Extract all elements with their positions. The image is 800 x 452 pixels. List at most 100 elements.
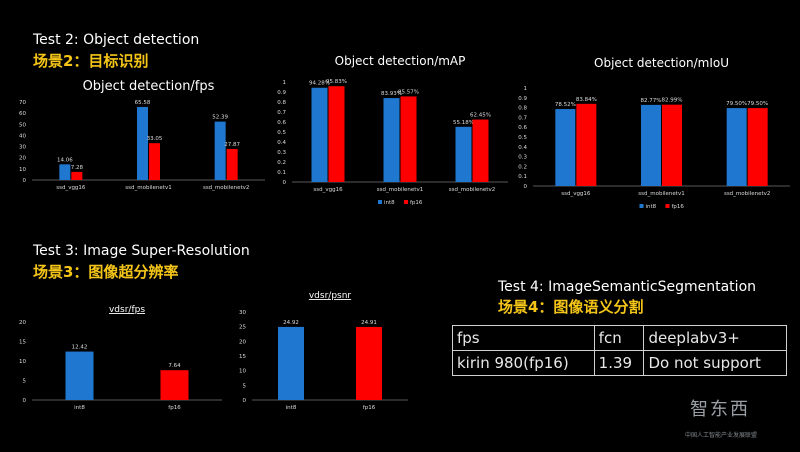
table-row: fps fcn deeplabv3+ — [452, 325, 787, 351]
chart-object-detection-fps: Object detection/fps 0 10 20 30 40 50 60 70 14.06… — [19, 79, 265, 191]
legend-label: fp16 — [672, 204, 685, 210]
data-label: 27.87 — [224, 142, 240, 148]
y-tick-label: 10 — [19, 167, 26, 173]
y-tick-label: 0.3 — [277, 150, 286, 156]
x-tick-label: ssd_vgg16 — [313, 187, 343, 193]
x-tick-label: ssd_vgg16 — [56, 185, 86, 191]
data-label: 95.83% — [326, 79, 347, 85]
y-tick-label: 20 — [239, 339, 246, 345]
data-label: 52.39 — [212, 115, 228, 121]
data-label: 83.93% — [381, 91, 402, 97]
y-tick-label: 0.9 — [277, 90, 286, 96]
legend-swatch-int8 — [378, 200, 382, 204]
legend-label: int8 — [384, 200, 395, 206]
chart-object-detection-miou: Object detection/mIoU 0 0.1 0.2 0.3 0.4 0.5 0.6… — [518, 56, 790, 210]
table-cell: fcn — [593, 325, 645, 351]
x-tick-label: ssd_vgg16 — [561, 191, 591, 197]
y-tick-label: 25 — [239, 325, 246, 331]
bar-fp16-0 — [71, 171, 83, 180]
y-tick-label: 60 — [19, 111, 26, 117]
bar-fp16-0 — [328, 86, 345, 182]
y-tick-label: 0.7 — [518, 115, 527, 121]
bar-int8-1 — [383, 98, 400, 182]
data-label: 82.99% — [662, 98, 683, 104]
table-cell: fps — [452, 325, 595, 351]
data-label: 85.57% — [398, 89, 419, 95]
chart-vdsr-fps: vdsr/fps 0 5 10 15 20 12.42 int8 7.64 fp16 — [19, 305, 222, 411]
table-cell: 1.39 — [593, 350, 645, 376]
bar-int8-0 — [59, 164, 71, 180]
bar-int8-2 — [455, 126, 472, 182]
y-tick-label: 15 — [19, 340, 26, 346]
test4-cn-title: 场景4：图像语义分割 — [498, 298, 644, 316]
y-tick-label: 0 — [283, 180, 287, 186]
bar-int8-0 — [555, 109, 576, 186]
data-label: 14.06 — [57, 157, 73, 163]
table-row: kirin 980(fp16) 1.39 Do not support — [452, 350, 787, 376]
y-tick-label: 0 — [524, 184, 528, 190]
bar-vdsr-0 — [65, 351, 94, 400]
test2-cn-title: 场景2：目标识别 — [33, 52, 149, 70]
y-tick-label: 0.6 — [277, 120, 286, 126]
x-tick-label: int8 — [286, 405, 297, 411]
data-label: 55.18% — [453, 120, 474, 126]
table-cell: deeplabv3+ — [643, 325, 787, 351]
data-label: 65.58 — [135, 100, 151, 106]
y-tick-label: 20 — [19, 156, 26, 162]
chart-title: vdsr/fps — [109, 305, 145, 315]
test3-title: Test 3: Image Super-Resolution — [33, 243, 250, 259]
chart-title: vdsr/psnr — [309, 291, 352, 301]
test2-title: Test 2: Object detection — [33, 32, 200, 48]
chart-object-detection-map: Object detection/mAP 0 0.1 0.2 0.3 0.4 0.5 0.6 0… — [277, 54, 508, 206]
y-tick-label: 0.1 — [277, 170, 286, 176]
bar-fp16-2 — [226, 148, 238, 180]
bar-int8-2 — [214, 121, 226, 180]
bar-int8-2 — [726, 108, 747, 186]
watermark-subtext: 中国人工智能产业发展联盟 — [685, 432, 758, 439]
data-label: 12.42 — [72, 345, 88, 351]
y-tick-label: 0.2 — [277, 160, 286, 166]
data-label: 7.28 — [71, 165, 84, 171]
bar-fp16-1 — [662, 104, 682, 186]
data-label: 24.92 — [283, 320, 299, 326]
data-label: 33.05 — [147, 136, 163, 142]
y-tick-label: 0.6 — [518, 125, 527, 131]
y-tick-label: 0 — [23, 178, 27, 184]
chart-vdsr-psnr: vdsr/psnr 0 5 10 15 20 25 30 24.92 int8 24.91 fp16 — [239, 291, 408, 411]
chart-title: Object detection/mAP — [335, 54, 466, 68]
x-tick-label: ssd_mobilenetv1 — [638, 191, 684, 197]
bar-int8-0 — [311, 87, 328, 182]
legend-label: int8 — [646, 204, 657, 210]
y-tick-label: 0 — [243, 398, 247, 404]
x-tick-label: ssd_mobilenetv1 — [377, 187, 423, 193]
y-tick-label: 10 — [19, 359, 26, 365]
bar-fp16-2 — [747, 108, 768, 186]
x-tick-label: fp16 — [168, 405, 181, 411]
test3-cn-title: 场景3：图像超分辨率 — [33, 263, 179, 281]
y-tick-label: 0.1 — [518, 174, 527, 180]
legend-label: fp16 — [410, 200, 423, 206]
bar-int8-1 — [641, 104, 661, 186]
y-tick-label: 0.5 — [277, 130, 286, 136]
x-tick-label: ssd_mobilenetv1 — [125, 185, 171, 191]
data-label: 82.77% — [641, 98, 662, 104]
y-tick-label: 30 — [19, 145, 26, 151]
bar-fp16-1 — [149, 143, 160, 180]
y-tick-label: 70 — [19, 100, 26, 106]
y-tick-label: 0.5 — [518, 135, 527, 141]
y-tick-label: 0.7 — [277, 110, 286, 116]
y-tick-label: 5 — [23, 379, 27, 385]
data-label: 24.91 — [361, 320, 377, 326]
data-label: 7.64 — [168, 363, 181, 369]
y-tick-label: 0 — [23, 398, 27, 404]
y-tick-label: 0.3 — [518, 155, 527, 161]
x-tick-label: fp16 — [363, 405, 376, 411]
y-tick-label: 40 — [19, 133, 26, 139]
y-tick-label: 0.8 — [277, 100, 286, 106]
data-label: 94.28% — [309, 81, 330, 87]
data-label: 79.50% — [747, 101, 768, 107]
legend-swatch-fp16 — [404, 200, 408, 204]
bar-vdsr-1 — [160, 370, 189, 400]
data-label: 62.45% — [470, 113, 491, 119]
y-tick-label: 0.4 — [277, 140, 286, 146]
